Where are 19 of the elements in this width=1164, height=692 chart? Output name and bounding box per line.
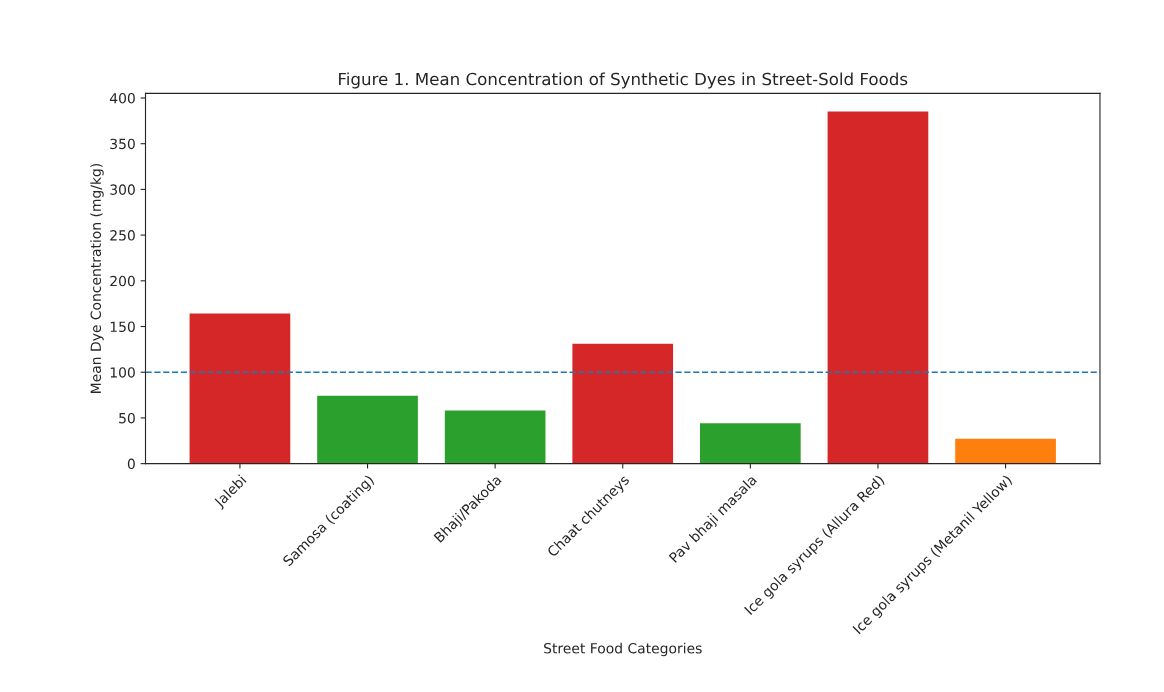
bar xyxy=(698,421,803,464)
bar xyxy=(443,409,547,464)
y-tick-label: 200 xyxy=(110,275,135,287)
y-tick-label: 250 xyxy=(110,230,135,241)
y-tick-label: 400 xyxy=(109,92,135,104)
x-axis-title: Street Food Categories xyxy=(544,642,702,657)
bar xyxy=(315,394,420,464)
bar xyxy=(953,437,1058,464)
bar xyxy=(826,110,930,464)
y-axis-title: Mean Dye Concentration (mg/kg) xyxy=(90,163,104,393)
bar xyxy=(571,342,675,464)
y-tick-label: 300 xyxy=(110,184,135,195)
y-tick-label: 150 xyxy=(110,321,135,332)
chart-title: Figure 1. Mean Concentration of Synthetic Dyes in Street-Sold Foods xyxy=(339,72,908,89)
y-tick-label: 350 xyxy=(110,138,135,150)
y-tick-label: 0 xyxy=(127,458,135,470)
y-tick-label: 50 xyxy=(119,412,135,424)
bar xyxy=(188,312,292,464)
y-tick-label: 100 xyxy=(110,367,135,378)
